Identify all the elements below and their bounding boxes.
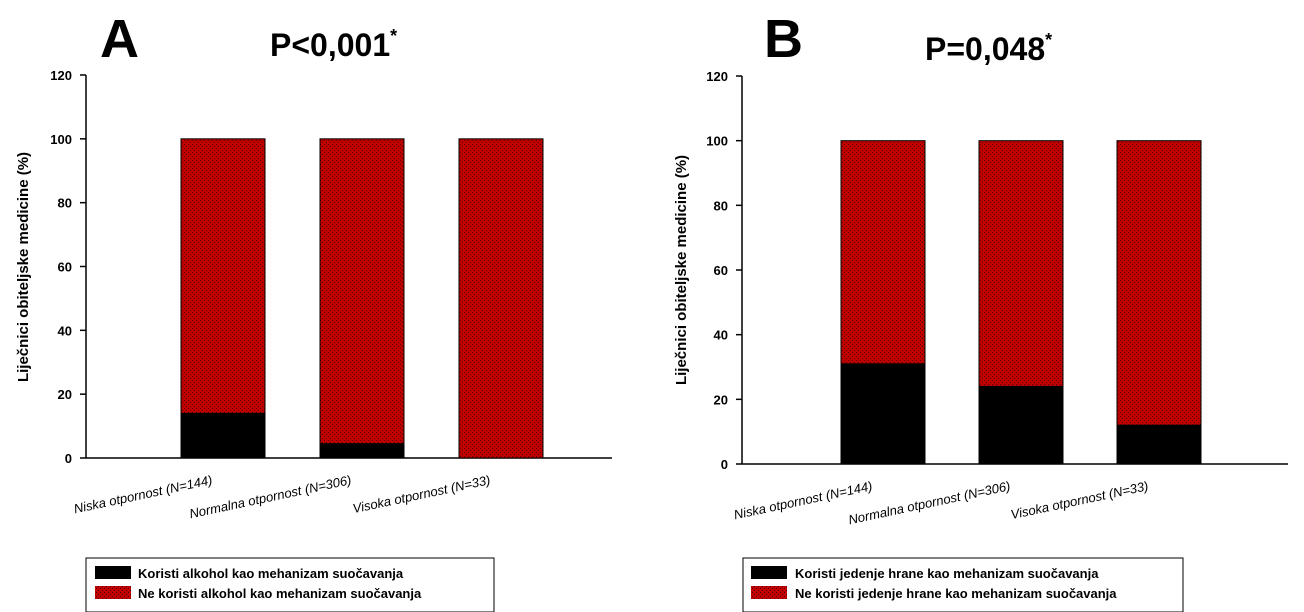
panel-b-legend-swatch-1 [751, 566, 787, 579]
panel-b-legend-label-1: Koristi jedenje hrane kao mehanizam suoč… [795, 566, 1099, 581]
panel-b-title: P=0,048* [925, 30, 1052, 67]
panel-a-ylabel: Liječnici obiteljske medicine (%) [15, 152, 32, 382]
panel-a-ytick-label: 0 [65, 451, 72, 466]
panel-a-legend-frame [85, 557, 495, 612]
panel-b-legend-label-2: Ne koristi jedenje hrane kao mehanizam s… [795, 586, 1117, 601]
panel-b-xtick-label: Visoka otpornost (N=33) [1009, 478, 1149, 522]
panel-a-bar-ne-koristi [458, 138, 544, 459]
panel-b-bar-koristi [840, 363, 926, 465]
panel-a-letter: A [100, 9, 139, 69]
panel-b-ytick-label: 120 [706, 69, 728, 84]
panel-b-bar-koristi [978, 385, 1064, 465]
panel-a-title-mark: * [390, 26, 397, 46]
panel-b-letter: B [764, 9, 803, 69]
panel-a-legend-label-2: Ne koristi alkohol kao mehanizam suočava… [138, 586, 422, 601]
panel-b-bar-koristi [1116, 424, 1202, 465]
panel-a-bar-koristi [180, 412, 266, 459]
panel-b-legend-frame [742, 557, 1184, 612]
panel-b-bars [840, 140, 1202, 465]
panel-b-ytick-label: 20 [714, 392, 728, 407]
panel-b-legend-swatch-2 [751, 586, 787, 599]
panel-b-ytick-label: 80 [714, 198, 728, 213]
panel-a-ytick-label: 120 [50, 68, 72, 83]
panel-b-ylabel: Liječnici obiteljske medicine (%) [673, 155, 690, 385]
panel-b-ytick-label: 60 [714, 263, 728, 278]
panel-b-bar-ne-koristi [978, 140, 1064, 387]
panel-b-title-mark: * [1045, 30, 1052, 50]
panel-b-bar-ne-koristi [1116, 140, 1202, 426]
panel-b-bar-ne-koristi [840, 140, 926, 365]
panel-b-title-text: P=0,048 [925, 31, 1045, 67]
panel-a-bar-ne-koristi [180, 138, 266, 414]
panel-a-ytick-label: 100 [50, 132, 72, 147]
panel-b-ytick-label: 100 [706, 134, 728, 149]
panel-a-legend: Koristi alkohol kao mehanizam suočavanja… [85, 557, 495, 612]
panel-a-legend-swatch-2 [95, 586, 131, 599]
panel-a-bar-koristi [319, 443, 405, 459]
panel-a-title: P<0,001* [270, 26, 397, 63]
panel-b-ytick-label: 40 [714, 328, 728, 343]
panel-a-ytick-label: 40 [58, 323, 72, 338]
panel-a-title-text: P<0,001 [270, 27, 390, 63]
panel-a-ytick-label: 80 [58, 196, 72, 211]
panel-a-ytick-label: 20 [58, 387, 72, 402]
panel-b-ytick-label: 0 [721, 457, 728, 472]
panel-a-bar-ne-koristi [319, 138, 405, 445]
panel-a-xtick-label: Visoka otpornost (N=33) [351, 472, 491, 516]
panel-a-bars [180, 138, 544, 459]
panel-b-legend: Koristi jedenje hrane kao mehanizam suoč… [742, 557, 1184, 612]
panel-a-ytick-label: 60 [58, 260, 72, 275]
panel-a-legend-swatch-1 [95, 566, 131, 579]
panel-a-xtick-label: Normalna otpornost (N=306) [188, 472, 353, 521]
panel-a-legend-label-1: Koristi alkohol kao mehanizam suočavanja [138, 566, 404, 581]
